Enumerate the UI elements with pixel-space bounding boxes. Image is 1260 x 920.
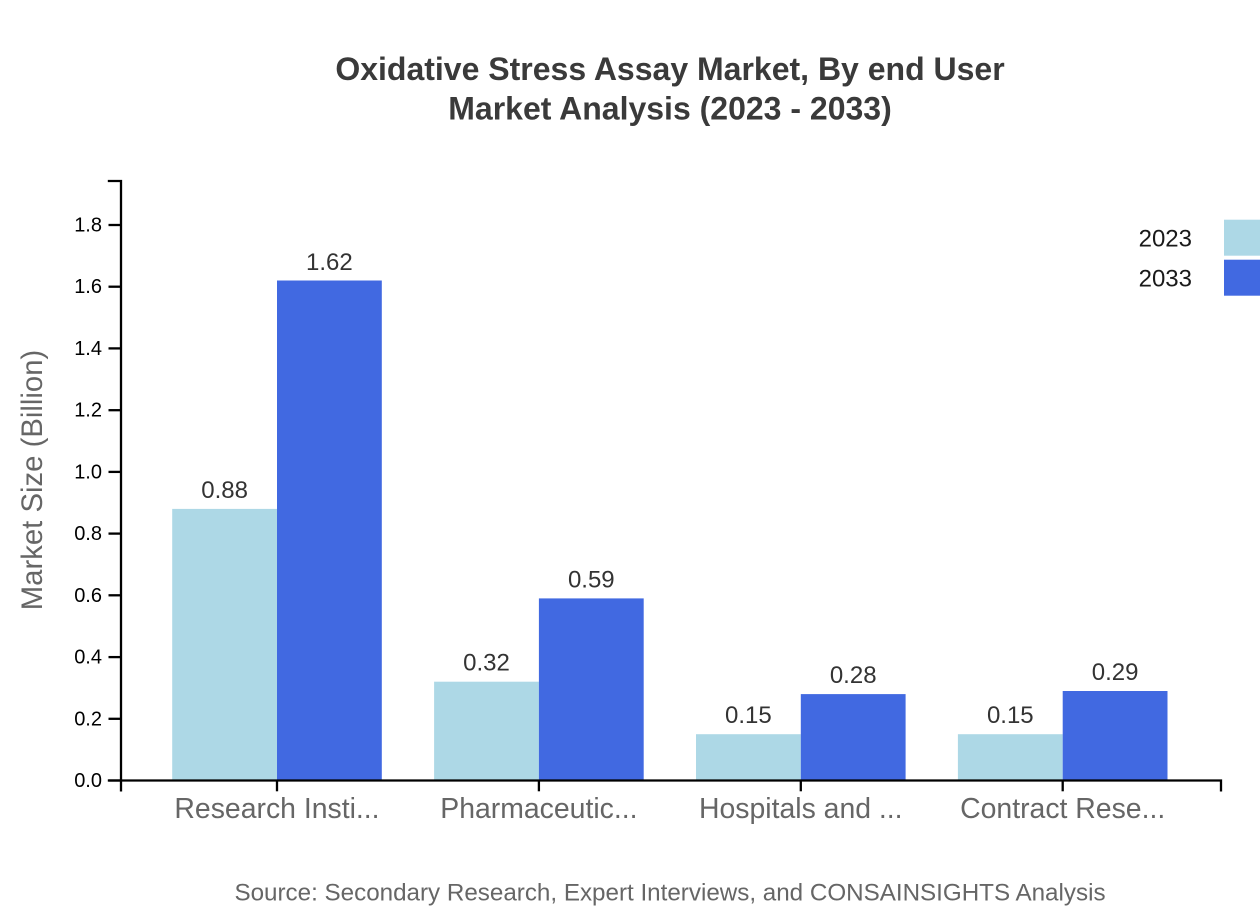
svg-text:0.0: 0.0: [74, 770, 102, 792]
svg-text:1.4: 1.4: [74, 338, 102, 360]
svg-text:0.15: 0.15: [987, 702, 1034, 729]
svg-text:0.8: 0.8: [74, 523, 102, 545]
svg-text:Market Analysis (2023 - 2033): Market Analysis (2023 - 2033): [448, 91, 892, 127]
svg-text:2033: 2033: [1139, 265, 1192, 292]
svg-text:1.0: 1.0: [74, 461, 102, 483]
svg-text:1.62: 1.62: [306, 249, 353, 276]
svg-text:0.4: 0.4: [74, 647, 102, 669]
svg-text:Market Size (Billion): Market Size (Billion): [16, 350, 49, 610]
svg-text:Pharmaceutic...: Pharmaceutic...: [440, 793, 637, 825]
svg-text:Hospitals and ...: Hospitals and ...: [699, 793, 903, 825]
svg-text:0.15: 0.15: [725, 702, 772, 729]
svg-text:0.59: 0.59: [568, 566, 615, 593]
svg-text:Oxidative Stress Assay Market,: Oxidative Stress Assay Market, By end Us…: [335, 51, 1004, 87]
svg-text:1.2: 1.2: [74, 400, 102, 422]
svg-text:0.88: 0.88: [201, 477, 248, 504]
svg-text:0.6: 0.6: [74, 585, 102, 607]
svg-text:0.29: 0.29: [1092, 659, 1139, 686]
svg-text:2023: 2023: [1139, 225, 1192, 252]
svg-text:Source: Secondary Research, Ex: Source: Secondary Research, Expert Inter…: [234, 880, 1105, 907]
svg-text:Contract Rese...: Contract Rese...: [960, 793, 1165, 825]
svg-text:1.8: 1.8: [74, 215, 102, 237]
svg-text:0.2: 0.2: [74, 708, 102, 730]
svg-text:1.6: 1.6: [74, 276, 102, 298]
svg-text:Research Insti...: Research Insti...: [174, 793, 379, 825]
svg-text:0.32: 0.32: [463, 650, 510, 677]
svg-text:0.28: 0.28: [830, 662, 877, 689]
